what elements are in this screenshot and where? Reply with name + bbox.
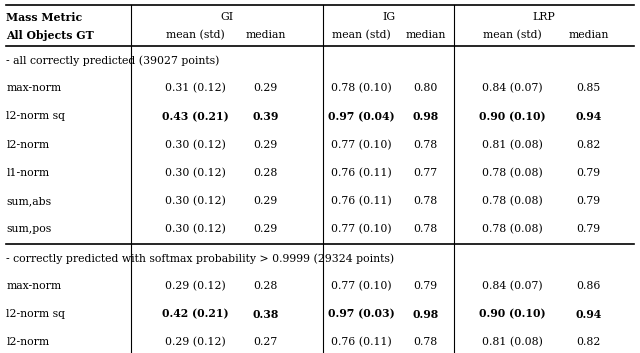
Text: l2-norm sq: l2-norm sq — [6, 112, 65, 121]
Text: 0.29: 0.29 — [253, 225, 278, 234]
Text: mean (std): mean (std) — [166, 30, 225, 41]
Text: 0.77: 0.77 — [413, 168, 438, 178]
Text: 0.82: 0.82 — [577, 337, 601, 347]
Text: 0.90 (0.10): 0.90 (0.10) — [479, 309, 545, 320]
Text: 0.84 (0.07): 0.84 (0.07) — [482, 281, 542, 291]
Text: 0.76 (0.11): 0.76 (0.11) — [332, 337, 392, 348]
Text: 0.79: 0.79 — [577, 196, 601, 206]
Text: 0.29 (0.12): 0.29 (0.12) — [165, 281, 225, 291]
Text: 0.78 (0.08): 0.78 (0.08) — [482, 224, 542, 235]
Text: 0.84 (0.07): 0.84 (0.07) — [482, 83, 542, 94]
Text: sum,pos: sum,pos — [6, 225, 52, 234]
Text: l2-norm: l2-norm — [6, 337, 49, 347]
Text: IG: IG — [382, 12, 396, 23]
Text: mean (std): mean (std) — [332, 30, 391, 41]
Text: 0.30 (0.12): 0.30 (0.12) — [164, 168, 226, 178]
Text: l1-norm: l1-norm — [6, 168, 49, 178]
Text: 0.86: 0.86 — [577, 281, 601, 291]
Text: 0.97 (0.04): 0.97 (0.04) — [328, 111, 395, 122]
Text: 0.42 (0.21): 0.42 (0.21) — [162, 309, 228, 320]
Text: 0.81 (0.08): 0.81 (0.08) — [481, 139, 543, 150]
Text: max-norm: max-norm — [6, 281, 61, 291]
Text: 0.85: 0.85 — [577, 83, 601, 93]
Text: 0.30 (0.12): 0.30 (0.12) — [164, 139, 226, 150]
Text: 0.27: 0.27 — [253, 337, 278, 347]
Text: median: median — [568, 30, 609, 40]
Text: 0.79: 0.79 — [577, 225, 601, 234]
Text: l2-norm sq: l2-norm sq — [6, 309, 65, 319]
Text: 0.28: 0.28 — [253, 168, 278, 178]
Text: 0.78 (0.08): 0.78 (0.08) — [482, 196, 542, 207]
Text: 0.30 (0.12): 0.30 (0.12) — [164, 196, 226, 207]
Text: 0.97 (0.03): 0.97 (0.03) — [328, 309, 395, 320]
Text: LRP: LRP — [532, 12, 556, 23]
Text: 0.82: 0.82 — [577, 140, 601, 150]
Text: 0.76 (0.11): 0.76 (0.11) — [332, 168, 392, 178]
Text: 0.81 (0.08): 0.81 (0.08) — [481, 337, 543, 348]
Text: 0.78: 0.78 — [413, 140, 438, 150]
Text: 0.29: 0.29 — [253, 140, 278, 150]
Text: 0.80: 0.80 — [413, 83, 438, 93]
Text: 0.28: 0.28 — [253, 281, 278, 291]
Text: 0.43 (0.21): 0.43 (0.21) — [162, 111, 228, 122]
Text: 0.31 (0.12): 0.31 (0.12) — [164, 83, 226, 94]
Text: 0.90 (0.10): 0.90 (0.10) — [479, 111, 545, 122]
Text: 0.77 (0.10): 0.77 (0.10) — [332, 224, 392, 235]
Text: 0.78 (0.10): 0.78 (0.10) — [332, 83, 392, 94]
Text: 0.94: 0.94 — [575, 309, 602, 320]
Text: - all correctly predicted (39027 points): - all correctly predicted (39027 points) — [6, 55, 220, 66]
Text: - correctly predicted with softmax probability > 0.9999 (29324 points): - correctly predicted with softmax proba… — [6, 253, 394, 264]
Text: l2-norm: l2-norm — [6, 140, 49, 150]
Text: 0.29: 0.29 — [253, 83, 278, 93]
Text: 0.94: 0.94 — [575, 111, 602, 122]
Text: 0.78 (0.08): 0.78 (0.08) — [482, 168, 542, 178]
Text: All Objects GT: All Objects GT — [6, 30, 94, 41]
Text: 0.76 (0.11): 0.76 (0.11) — [332, 196, 392, 207]
Text: 0.77 (0.10): 0.77 (0.10) — [332, 281, 392, 291]
Text: 0.29: 0.29 — [253, 196, 278, 206]
Text: mean (std): mean (std) — [483, 30, 541, 41]
Text: 0.98: 0.98 — [412, 111, 439, 122]
Text: 0.38: 0.38 — [252, 309, 279, 320]
Text: 0.77 (0.10): 0.77 (0.10) — [332, 139, 392, 150]
Text: 0.79: 0.79 — [577, 168, 601, 178]
Text: 0.30 (0.12): 0.30 (0.12) — [164, 224, 226, 235]
Text: 0.78: 0.78 — [413, 337, 438, 347]
Text: 0.78: 0.78 — [413, 225, 438, 234]
Text: 0.78: 0.78 — [413, 196, 438, 206]
Text: GI: GI — [221, 12, 234, 23]
Text: sum,abs: sum,abs — [6, 196, 52, 206]
Text: Mass Metric: Mass Metric — [6, 12, 83, 23]
Text: median: median — [245, 30, 286, 40]
Text: 0.39: 0.39 — [252, 111, 279, 122]
Text: 0.29 (0.12): 0.29 (0.12) — [165, 337, 225, 348]
Text: median: median — [405, 30, 446, 40]
Text: max-norm: max-norm — [6, 83, 61, 93]
Text: 0.98: 0.98 — [412, 309, 439, 320]
Text: 0.79: 0.79 — [413, 281, 438, 291]
